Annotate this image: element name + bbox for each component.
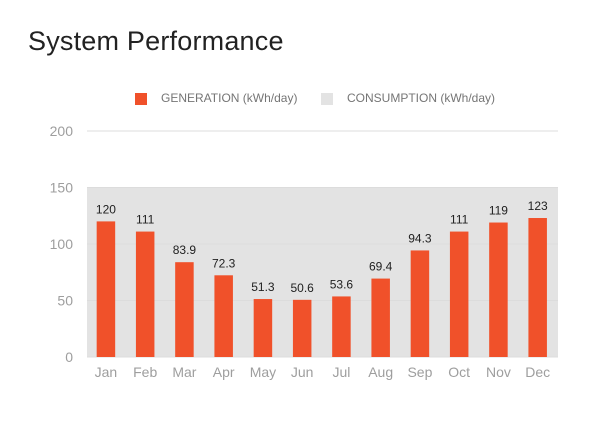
x-tick-label: Mar bbox=[172, 364, 196, 380]
x-tick-label: Jan bbox=[95, 364, 118, 380]
bar-value-label: 123 bbox=[528, 199, 548, 213]
bar-jan bbox=[96, 221, 116, 357]
y-tick-label: 50 bbox=[57, 293, 73, 309]
x-tick-label: Dec bbox=[525, 364, 550, 380]
bar-value-label: 83.9 bbox=[173, 243, 197, 257]
bar-oct bbox=[449, 231, 469, 357]
chart-title: System Performance bbox=[28, 26, 284, 56]
x-tick-label: Aug bbox=[368, 364, 393, 380]
x-tick-label: Nov bbox=[486, 364, 511, 380]
bar-value-label: 53.6 bbox=[330, 277, 354, 291]
consumption-area bbox=[87, 187, 558, 357]
bar-nov bbox=[489, 222, 508, 357]
y-tick-label: 150 bbox=[50, 180, 74, 196]
legend: GENERATION (kWh/day) CONSUMPTION (kWh/da… bbox=[0, 90, 605, 108]
bar-value-label: 72.3 bbox=[212, 256, 236, 270]
bar-feb bbox=[135, 231, 155, 357]
bar-apr bbox=[214, 275, 233, 357]
y-tick-label: 100 bbox=[50, 236, 74, 252]
bar-aug bbox=[371, 278, 390, 357]
x-tick-label: Oct bbox=[448, 364, 470, 380]
legend-label-consumption: CONSUMPTION (kWh/day) bbox=[347, 91, 496, 105]
bar-value-label: 119 bbox=[489, 204, 508, 218]
bar-may bbox=[253, 299, 273, 357]
bar-value-label: 94.3 bbox=[408, 231, 432, 245]
bar-jul bbox=[332, 296, 351, 357]
x-tick-label: May bbox=[250, 364, 276, 380]
legend-label-generation: GENERATION (kWh/day) bbox=[161, 91, 298, 105]
legend-swatch-consumption bbox=[321, 93, 333, 105]
bar-jun bbox=[292, 299, 312, 357]
bar-value-label: 50.6 bbox=[290, 281, 314, 295]
bar-sep bbox=[410, 250, 430, 357]
y-tick-label: 0 bbox=[65, 349, 73, 365]
x-tick-label: Jul bbox=[332, 364, 350, 380]
bar-mar bbox=[175, 262, 194, 357]
bar-value-label: 120 bbox=[96, 202, 116, 216]
y-tick-label: 200 bbox=[50, 123, 74, 139]
legend-swatch-generation bbox=[135, 93, 147, 105]
x-tick-label: Feb bbox=[133, 364, 157, 380]
x-tick-label: Apr bbox=[213, 364, 235, 380]
bar-value-label: 111 bbox=[450, 213, 469, 227]
x-tick-label: Sep bbox=[407, 364, 432, 380]
bar-value-label: 111 bbox=[136, 213, 155, 227]
bar-dec bbox=[528, 218, 547, 357]
x-tick-label: Jun bbox=[291, 364, 314, 380]
bar-value-label: 69.4 bbox=[369, 260, 393, 274]
bar-value-label: 51.3 bbox=[251, 280, 275, 294]
